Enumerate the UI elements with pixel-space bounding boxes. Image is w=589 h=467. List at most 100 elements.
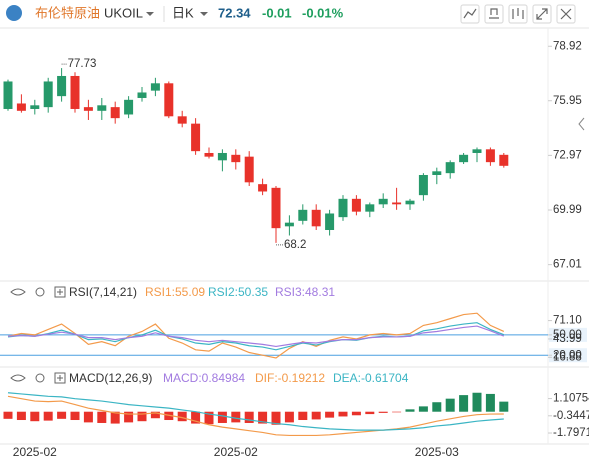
- macd-bar: [298, 411, 308, 421]
- macd-bar: [231, 411, 241, 423]
- y-tick-label: 75.95: [553, 95, 582, 107]
- y-tick-label: 72.97: [553, 149, 582, 161]
- settings-icon[interactable]: [35, 373, 45, 383]
- y-tick-label: 67.01: [553, 259, 582, 271]
- toolbar-button[interactable]: [484, 4, 504, 24]
- candle-body: [445, 162, 455, 174]
- legend-label: RSI1:55.09: [145, 285, 205, 299]
- toolbar-icon: [463, 8, 477, 19]
- macd-bar: [392, 411, 402, 413]
- settings-icon[interactable]: [35, 287, 45, 297]
- candle-body: [365, 204, 375, 212]
- macd-bar: [472, 392, 482, 412]
- candle-body: [392, 202, 402, 205]
- y-tick-label: 69.99: [553, 204, 582, 216]
- candle-body: [378, 198, 388, 205]
- candle-body: [325, 213, 335, 230]
- candle-body: [298, 209, 308, 221]
- macd-bar: [311, 411, 321, 420]
- add-icon[interactable]: [54, 372, 66, 384]
- collapse-button[interactable]: [578, 117, 585, 131]
- candle-body: [485, 149, 495, 163]
- candle-body: [432, 171, 442, 175]
- macd-line: [7, 392, 504, 431]
- candle-body: [177, 116, 187, 124]
- dropdown-arrow[interactable]: [200, 12, 208, 16]
- macd-bar: [217, 411, 227, 423]
- y-tick-label: -0.34478: [553, 410, 589, 422]
- candle-body: [459, 154, 469, 163]
- min-label: 68.2: [284, 239, 306, 251]
- instrument-name[interactable]: 布伦特原油: [35, 5, 100, 20]
- dropdown-arrow[interactable]: [146, 12, 154, 16]
- change: -0.01: [262, 5, 292, 20]
- candle-body: [271, 187, 281, 229]
- macd-bar: [432, 402, 442, 412]
- eye-icon[interactable]: [10, 374, 26, 382]
- toolbar-button[interactable]: [460, 4, 480, 24]
- macd-bar: [70, 411, 80, 421]
- candle-body: [405, 200, 415, 205]
- macd-bar: [177, 411, 187, 422]
- macd-bar: [459, 395, 469, 412]
- macd-bar: [244, 411, 254, 423]
- toolbar-icon: [512, 8, 524, 19]
- tick-label-box: [549, 327, 587, 342]
- panel-title: RSI(7,14,21): [69, 285, 137, 299]
- candle-body: [70, 75, 80, 109]
- candle-body: [472, 149, 482, 153]
- candle-body: [110, 107, 120, 119]
- macd-bar: [3, 411, 13, 419]
- period[interactable]: 日K: [172, 5, 194, 20]
- toolbar-button[interactable]: [556, 4, 576, 24]
- symbol[interactable]: UKOIL: [104, 5, 143, 20]
- candle-body: [57, 75, 67, 97]
- y-tick-label: 71.10: [553, 315, 582, 327]
- macd-bar: [325, 411, 335, 418]
- macd-bar: [150, 411, 160, 419]
- rsi-line: [7, 325, 505, 348]
- y-tick-label: 20.00: [553, 349, 582, 361]
- y-tick-label: 78.92: [553, 40, 582, 52]
- add-icon: [57, 289, 63, 295]
- x-tick-label: 2025-02: [13, 445, 57, 459]
- macd-bar: [338, 411, 348, 417]
- toolbar-icon: [489, 8, 499, 19]
- add-icon: [57, 375, 63, 381]
- macd-bar: [351, 411, 361, 416]
- rsi-line: [7, 312, 505, 359]
- macd-bar: [418, 406, 428, 412]
- macd-bar: [284, 411, 294, 423]
- candle-body: [43, 81, 53, 108]
- macd-bar: [204, 411, 214, 425]
- candle-body: [164, 83, 174, 117]
- macd-bar: [137, 411, 147, 422]
- add-icon[interactable]: [54, 286, 66, 298]
- toolbar-button[interactable]: [532, 4, 552, 24]
- legend-label: RSI2:50.35: [208, 285, 268, 299]
- eye-icon[interactable]: [10, 288, 26, 296]
- tick-label-box: [549, 348, 587, 363]
- macd-bar: [378, 411, 388, 413]
- toolbar-button[interactable]: [508, 4, 528, 24]
- candle-body: [124, 99, 134, 115]
- x-tick-label: 2025-02: [214, 445, 258, 459]
- candle-body: [351, 198, 361, 212]
- rsi-line: [7, 322, 505, 351]
- macd-bar: [405, 409, 415, 412]
- macd-bar: [57, 411, 67, 419]
- toolbar-icon: [536, 8, 548, 20]
- legend-label: RSI3:48.31: [275, 285, 335, 299]
- candle-body: [204, 152, 214, 157]
- change-percent: -0.01%: [302, 5, 344, 20]
- macd-bar: [258, 411, 268, 424]
- legend-label: DEA:-0.61704: [333, 371, 409, 385]
- candle-body: [217, 152, 227, 161]
- y-tick-label: 1.10754: [553, 393, 589, 405]
- candle-body: [258, 184, 268, 192]
- macd-bar: [30, 411, 40, 422]
- macd-bar: [97, 411, 107, 423]
- macd-bar: [83, 411, 93, 423]
